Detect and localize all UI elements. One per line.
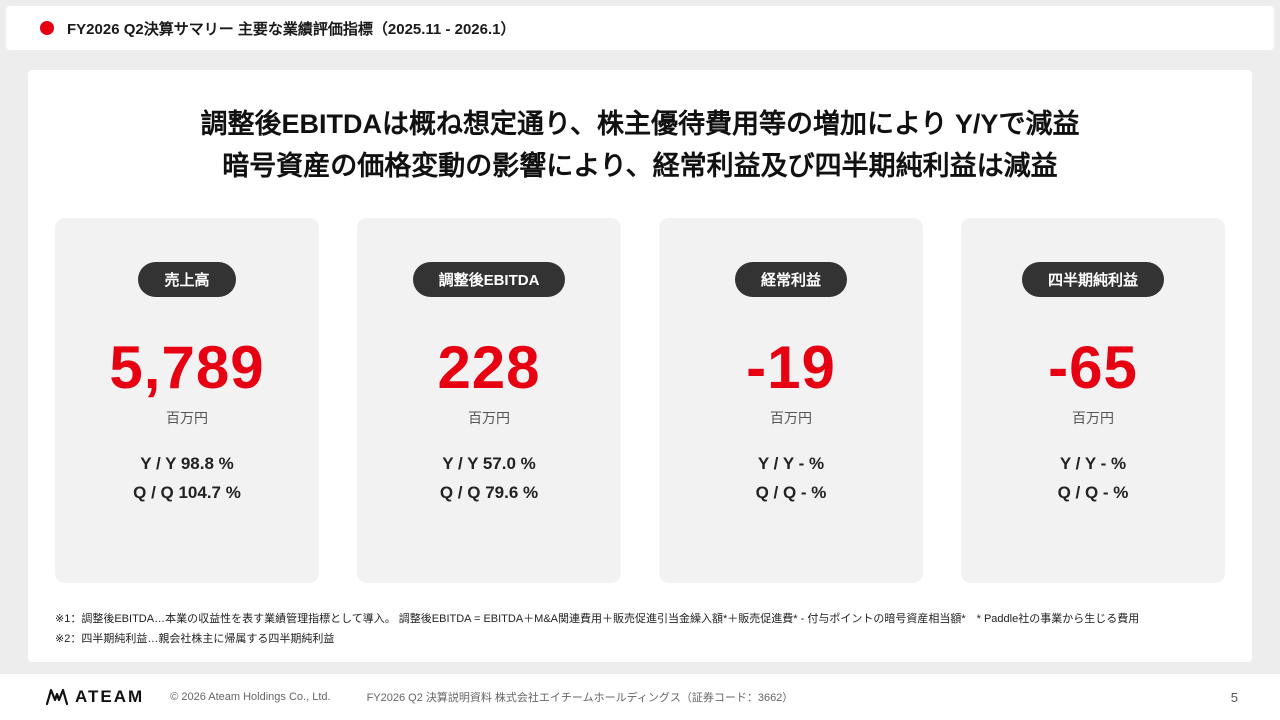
ateam-logo-icon: [45, 688, 69, 706]
kpi-yoy: Y / Y - %: [1059, 453, 1127, 473]
copyright-text: © 2026 Ateam Holdings Co., Ltd.: [170, 691, 331, 703]
kpi-card-ordinary-income: 経常利益 -19 百万円 Y / Y - % Q / Q - %: [659, 217, 923, 583]
slide-title: FY2026 Q2決算サマリー 主要な業績評価指標（2025.11 - 2026…: [67, 20, 516, 38]
kpi-metrics: Y / Y 98.8 % Q / Q 104.7 %: [55, 454, 319, 503]
kpi-qoq: Q / Q - %: [755, 482, 827, 502]
kpi-metrics: Y / Y - % Q / Q - %: [659, 454, 923, 503]
kpi-unit: 百万円: [468, 409, 510, 426]
kpi-label-badge: 四半期純利益: [1021, 261, 1164, 297]
kpi-value: -65: [1048, 333, 1138, 401]
kpi-card-revenue: 売上高 5,789 百万円 Y / Y 98.8 % Q / Q 104.7 %: [55, 217, 319, 583]
kpi-qoq: Q / Q - %: [1057, 482, 1129, 502]
kpi-unit: 百万円: [166, 409, 208, 426]
kpi-card-quarterly-net-income: 四半期純利益 -65 百万円 Y / Y - % Q / Q - %: [961, 217, 1225, 583]
document-title: FY2026 Q2 決算説明資料 株式会社エイチームホールディングス（証券コード…: [366, 692, 794, 704]
headline: 調整後EBITDAは概ね想定通り、株主優待費用等の増加により Y/Yで減益 暗号…: [28, 70, 1252, 188]
kpi-label-badge: 調整後EBITDA: [412, 261, 566, 297]
slide-footer: ATEAM © 2026 Ateam Holdings Co., Ltd. FY…: [0, 674, 1280, 720]
kpi-label-badge: 経常利益: [734, 261, 847, 297]
kpi-yoy: Y / Y 98.8 %: [140, 453, 234, 473]
headline-line-1: 調整後EBITDAは概ね想定通り、株主優待費用等の増加により Y/Yで減益: [200, 109, 1080, 139]
ateam-logo-text: ATEAM: [75, 687, 145, 706]
kpi-label-badge: 売上高: [138, 261, 236, 297]
page-number: 5: [1230, 689, 1238, 705]
kpi-metrics: Y / Y 57.0 % Q / Q 79.6 %: [357, 454, 621, 503]
footnote-2: ※2：四半期純利益…親会社株主に帰属する四半期純利益: [55, 633, 335, 646]
slide-body: 調整後EBITDAは概ね想定通り、株主優待費用等の増加により Y/Yで減益 暗号…: [28, 70, 1252, 662]
kpi-yoy: Y / Y 57.0 %: [442, 453, 536, 473]
kpi-unit: 百万円: [770, 409, 812, 426]
headline-line-2: 暗号資産の価格変動の影響により、経常利益及び四半期純利益は減益: [222, 150, 1058, 181]
kpi-value: 5,789: [109, 333, 265, 401]
footnote-1: ※1：調整後EBITDA…本業の収益性を表す業績管理指標として導入。 調整後EB…: [55, 613, 1140, 626]
kpi-qoq: Q / Q 104.7 %: [133, 482, 241, 502]
kpi-metrics: Y / Y - % Q / Q - %: [961, 454, 1225, 503]
kpi-value: 228: [437, 333, 541, 401]
ateam-logo: ATEAM: [45, 687, 144, 707]
bullet-icon: [40, 21, 54, 35]
kpi-unit: 百万円: [1072, 409, 1114, 426]
kpi-card-adjusted-ebitda: 調整後EBITDA 228 百万円 Y / Y 57.0 % Q / Q 79.…: [357, 217, 621, 583]
slide-header: FY2026 Q2決算サマリー 主要な業績評価指標（2025.11 - 2026…: [6, 6, 1274, 50]
kpi-yoy: Y / Y - %: [757, 453, 825, 473]
kpi-row: 売上高 5,789 百万円 Y / Y 98.8 % Q / Q 104.7 %…: [28, 217, 1252, 583]
kpi-value: -19: [746, 333, 836, 401]
kpi-qoq: Q / Q 79.6 %: [439, 482, 539, 502]
footnotes: ※1：調整後EBITDA…本業の収益性を表す業績管理指標として導入。 調整後EB…: [55, 610, 1225, 650]
